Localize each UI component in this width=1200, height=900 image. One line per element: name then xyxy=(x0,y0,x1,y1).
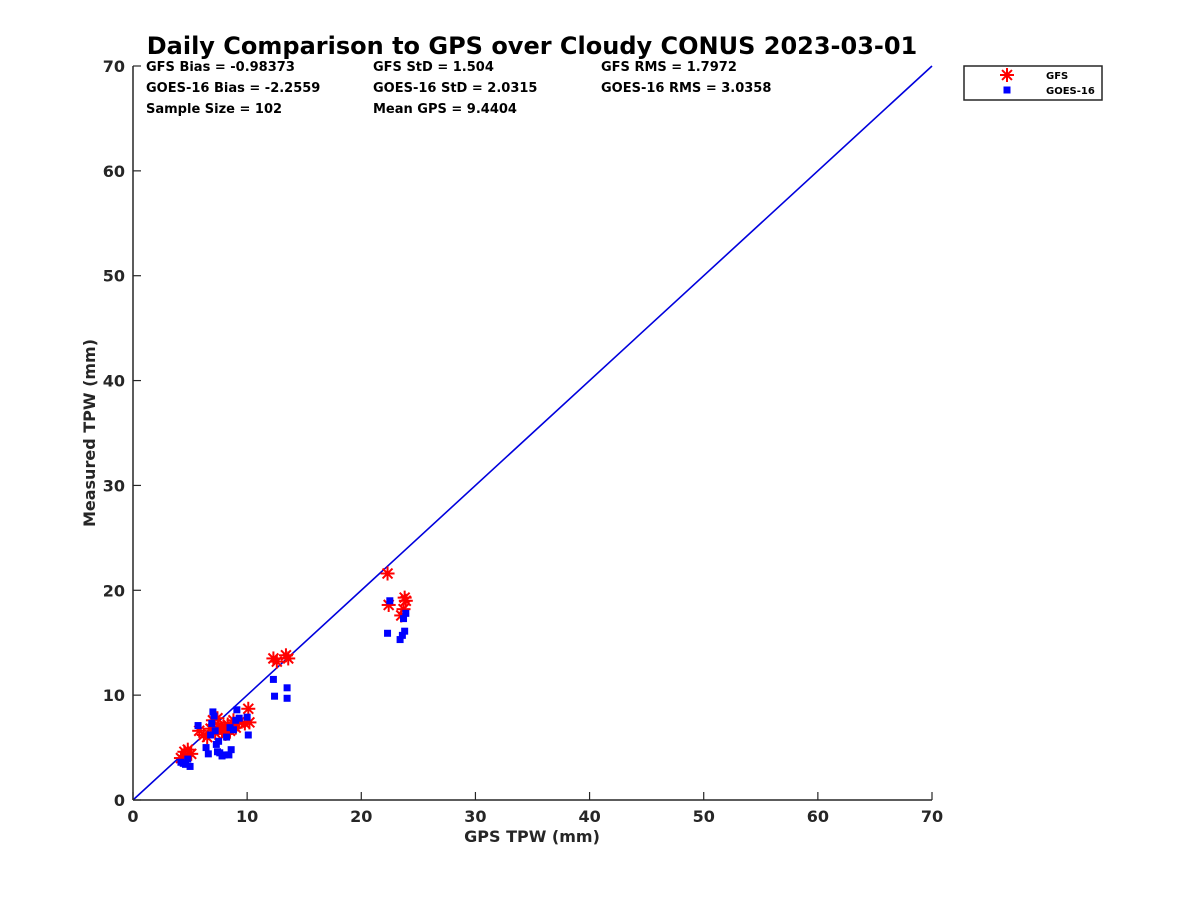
legend-goes16-label: GOES-16 xyxy=(1046,86,1095,97)
goes16-point xyxy=(209,708,217,716)
goes16-point xyxy=(210,712,218,720)
x-tick-label: 40 xyxy=(578,807,600,826)
y-tick-label: 10 xyxy=(103,686,125,705)
gfs-point xyxy=(196,727,211,742)
gfs-point xyxy=(380,566,395,581)
goes16-point xyxy=(204,750,212,758)
goes16-point xyxy=(202,744,210,752)
stat-gfs-std: GFS StD = 1.504 xyxy=(373,60,494,75)
goes16-point xyxy=(194,722,202,730)
goes16-point xyxy=(233,706,241,714)
y-tick-label: 0 xyxy=(114,791,125,810)
stat-goes-std: GOES-16 StD = 2.0315 xyxy=(373,81,537,96)
goes16-point xyxy=(223,733,231,741)
y-axis-ticks: 0 10 20 30 40 50 60 70 xyxy=(103,57,141,810)
chart-title: Daily Comparison to GPS over Cloudy CONU… xyxy=(147,32,918,60)
y-axis-label: Measured TPW (mm) xyxy=(80,339,99,527)
goes16-point xyxy=(244,731,252,739)
stat-goes-bias: GOES-16 Bias = -2.2559 xyxy=(146,81,320,96)
goes16-point xyxy=(220,751,228,759)
goes16-point xyxy=(211,727,219,735)
goes16-point xyxy=(386,597,394,605)
goes16-series xyxy=(177,597,410,770)
plot-area: 0 10 20 30 40 50 60 70 0 10 20 30 40 50 60 70 xyxy=(103,57,943,826)
goes16-point xyxy=(215,737,223,745)
goes16-point xyxy=(207,731,215,739)
goes16-point xyxy=(271,692,279,700)
gfs-point xyxy=(398,593,413,608)
goes16-point xyxy=(182,760,190,768)
goes16-point xyxy=(402,609,410,617)
goes16-point xyxy=(283,684,291,692)
stat-gfs-rms: GFS RMS = 1.7972 xyxy=(601,60,737,75)
goes16-point xyxy=(225,751,233,759)
goes16-point xyxy=(269,675,277,683)
goes16-point xyxy=(186,762,194,770)
goes16-point xyxy=(184,755,192,763)
x-tick-label: 70 xyxy=(921,807,943,826)
legend-gfs-label: GFS xyxy=(1046,71,1068,82)
x-tick-label: 50 xyxy=(693,807,715,826)
gfs-point xyxy=(241,701,256,716)
legend-gfs-asterisk xyxy=(1000,68,1014,82)
legend: GFS GOES-16 xyxy=(963,65,1103,101)
statistics-block: GFS Bias = -0.98373 GFS StD = 1.504 GFS … xyxy=(146,60,771,117)
goes16-point xyxy=(398,631,406,639)
stat-sample-size: Sample Size = 102 xyxy=(146,102,282,117)
one-to-one-line xyxy=(132,65,933,801)
y-tick-label: 70 xyxy=(103,57,125,76)
x-tick-label: 10 xyxy=(236,807,258,826)
gfs-point xyxy=(281,651,296,666)
y-tick-label: 30 xyxy=(103,476,125,495)
goes16-point xyxy=(283,694,291,702)
x-tick-label: 0 xyxy=(127,807,138,826)
legend-gfs-marker xyxy=(1000,68,1014,82)
legend-goes16-marker xyxy=(1003,86,1011,94)
y-tick-label: 50 xyxy=(103,267,125,286)
y-tick-label: 40 xyxy=(103,372,125,391)
goes16-point xyxy=(208,719,216,727)
y-tick-label: 20 xyxy=(103,581,125,600)
x-axis-label: GPS TPW (mm) xyxy=(464,827,600,846)
x-tick-label: 60 xyxy=(807,807,829,826)
goes16-point xyxy=(227,746,235,754)
x-tick-label: 30 xyxy=(464,807,486,826)
goes16-point xyxy=(401,627,409,635)
legend-box xyxy=(963,65,1103,101)
legend-goes16-square xyxy=(1003,86,1011,94)
goes16-point xyxy=(226,724,234,732)
y-tick-label: 60 xyxy=(103,162,125,181)
stat-gfs-bias: GFS Bias = -0.98373 xyxy=(146,60,295,75)
x-axis-ticks: 0 10 20 30 40 50 60 70 xyxy=(127,792,943,826)
goes16-point xyxy=(384,629,392,637)
goes16-point xyxy=(235,714,243,722)
stat-mean-gps: Mean GPS = 9.4404 xyxy=(373,102,517,117)
stat-goes-rms: GOES-16 RMS = 3.0358 xyxy=(601,81,771,96)
x-tick-label: 20 xyxy=(350,807,372,826)
goes16-point xyxy=(243,713,251,721)
goes16-point xyxy=(396,636,404,644)
goes16-point xyxy=(400,615,408,623)
gfs-point xyxy=(269,654,284,669)
